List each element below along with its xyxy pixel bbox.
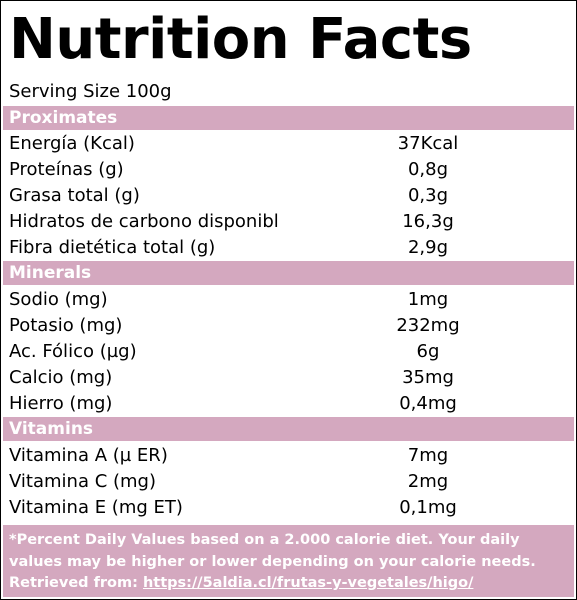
nutrient-value: 2mg <box>407 471 449 492</box>
nutrient-label: Fibra dietética total (g) <box>9 237 216 258</box>
nutrient-row: Hidratos de carbono disponible 16,3g <box>3 209 574 235</box>
nutrient-row: Ac. Fólico (µg) 6g <box>3 339 574 365</box>
footnote-source: Retrieved from: https://5aldia.cl/frutas… <box>9 573 568 595</box>
page-title: Nutrition Facts <box>9 7 472 72</box>
source-link[interactable]: https://5aldia.cl/frutas-y-vegetales/hig… <box>142 575 474 591</box>
nutrient-value: 0,4mg <box>399 393 457 414</box>
nutrient-row: Calcio (mg) 35mg <box>3 365 574 391</box>
nutrient-label: Vitamina A (µ ER) <box>9 445 168 466</box>
nutrient-row: Energía (Kcal) 37Kcal <box>3 131 574 157</box>
footnote: *Percent Daily Values based on a 2.000 c… <box>3 525 574 597</box>
nutrient-row: Proteínas (g) 0,8g <box>3 157 574 183</box>
nutrient-label: Ac. Fólico (µg) <box>9 341 137 362</box>
nutrient-value: 1mg <box>407 289 449 310</box>
nutrient-value: 6g <box>416 341 440 362</box>
nutrient-label: Vitamina C (mg) <box>9 471 156 492</box>
nutrient-row: Potasio (mg) 232mg <box>3 313 574 339</box>
nutrient-label: Calcio (mg) <box>9 367 113 388</box>
nutrient-row: Fibra dietética total (g) 2,9g <box>3 235 574 261</box>
nutrient-value: 7mg <box>407 445 449 466</box>
section-header-minerals: Minerals <box>3 261 574 285</box>
footnote-source-prefix: Retrieved from: <box>9 575 143 591</box>
nutrient-label: Sodio (mg) <box>9 289 108 310</box>
nutrient-value: 35mg <box>402 367 454 388</box>
nutrient-value: 0,8g <box>407 159 449 180</box>
nutrient-value: 2,9g <box>407 237 449 258</box>
footnote-line: values may be higher or lower depending … <box>9 553 536 570</box>
section-header-vitamins: Vitamins <box>3 417 574 441</box>
section-header-proximates: Proximates <box>3 106 574 130</box>
footnote-line: *Percent Daily Values based on a 2.000 c… <box>9 532 520 548</box>
nutrient-row: Vitamina C (mg) 2mg <box>3 469 574 495</box>
nutrient-row: Vitamina E (mg ET) 0,1mg <box>3 495 574 521</box>
nutrient-row: Vitamina A (µ ER) 7mg <box>3 443 574 469</box>
nutrient-value: 232mg <box>396 315 460 336</box>
nutrient-row: Sodio (mg) 1mg <box>3 287 574 313</box>
nutrient-label: Hierro (mg) <box>9 393 113 414</box>
nutrient-value: 37Kcal <box>397 133 459 154</box>
nutrient-value: 16,3g <box>402 211 454 232</box>
nutrient-row: Grasa total (g) 0,3g <box>3 183 574 209</box>
serving-size: Serving Size 100g <box>9 81 172 102</box>
nutrient-value: 0,3g <box>407 185 449 206</box>
nutrient-label: Energía (Kcal) <box>9 133 135 154</box>
nutrient-label: Potasio (mg) <box>9 315 123 336</box>
nutrient-label: Vitamina E (mg ET) <box>9 497 183 518</box>
nutrient-label: Grasa total (g) <box>9 185 140 206</box>
nutrient-value: 0,1mg <box>399 497 457 518</box>
nutrient-row: Hierro (mg) 0,4mg <box>3 391 574 417</box>
nutrient-label: Proteínas (g) <box>9 159 124 180</box>
nutrient-label: Hidratos de carbono disponible <box>9 211 279 232</box>
